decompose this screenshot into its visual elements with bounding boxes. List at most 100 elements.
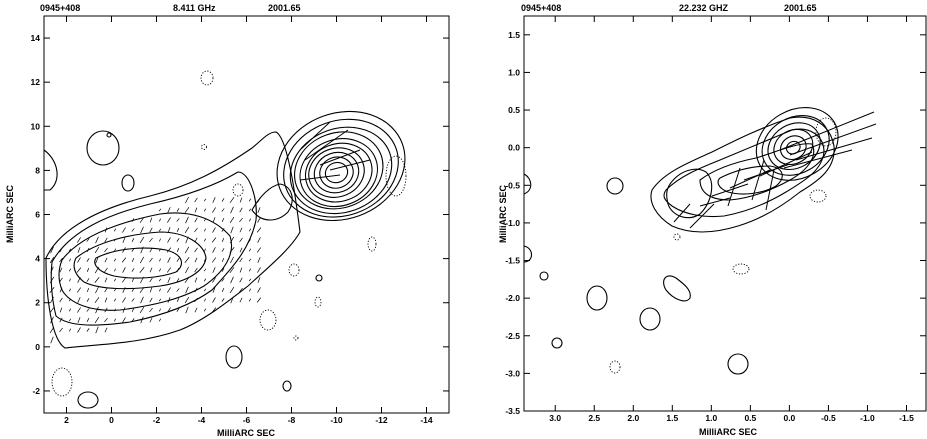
jet-bridge-contour: [251, 183, 293, 221]
polarization-vector: [203, 308, 207, 312]
jet-contour-5: [94, 247, 182, 279]
core-contour: [324, 161, 349, 184]
negative-contour: [815, 117, 837, 147]
polarization-vector: [104, 237, 108, 243]
polarization-vector: [211, 307, 217, 313]
y-tick-label: 1.5: [508, 30, 520, 40]
polarization-vector: [239, 287, 243, 293]
polarization-vector: [158, 278, 162, 282]
polarization-vector: [86, 288, 90, 292]
polarization-vector: [230, 226, 234, 234]
y-tick-label: 14: [31, 33, 41, 43]
panel-right: 0945+408 22.232 GHZ 2001.65 3.0 2.5 2.0 1.5…: [498, 3, 927, 437]
polarization-vector: [256, 297, 262, 303]
polarization-vector: [149, 247, 153, 253]
polarization-vector: [689, 203, 715, 229]
polarization-vector: [221, 208, 225, 212]
y-tick-label: 10: [31, 121, 41, 131]
polarization-vector: [239, 197, 243, 203]
polarization-vector: [194, 247, 198, 253]
polarization-vector: [59, 277, 63, 283]
polarization-vector: [203, 288, 207, 292]
y-tick-label: -2: [32, 386, 40, 396]
polarization-vector: [239, 277, 243, 283]
negative-contour: [200, 70, 214, 86]
right-polarization-vectors: [673, 111, 877, 229]
polarization-vector: [204, 208, 206, 212]
polarization-vector: [94, 316, 100, 324]
polarization-vector: [149, 237, 153, 243]
polarization-vector: [229, 247, 235, 253]
polarization-vector: [184, 206, 190, 214]
polarization-vector: [86, 248, 90, 252]
polarization-vector: [77, 237, 81, 243]
right-jet-contours: [650, 116, 835, 233]
y-tick-label: -2.0: [505, 293, 520, 303]
left-epoch-label: 2001.65: [268, 3, 301, 13]
polarization-vector: [149, 287, 153, 293]
polarization-vector: [104, 327, 108, 333]
blob-contour: [539, 271, 549, 281]
polarization-vector: [212, 277, 216, 283]
edge-contour: [523, 245, 533, 263]
polarization-vector: [159, 238, 161, 242]
polarization-vector: [319, 149, 361, 166]
left-core-contours: [276, 110, 406, 222]
polarization-vector: [149, 307, 153, 313]
polarization-vector: [212, 217, 216, 223]
negative-contour: [232, 183, 244, 197]
jet-contour-3: [699, 143, 815, 201]
polarization-vector: [149, 317, 153, 323]
polarization-vector: [77, 277, 81, 283]
polarization-vector: [158, 248, 162, 252]
polarization-vector: [176, 268, 180, 272]
polarization-vector: [131, 238, 135, 242]
jet-contour-outer: [45, 131, 301, 349]
right-isolated-contours: [523, 117, 837, 375]
polarization-vector: [159, 258, 161, 262]
polarization-vector: [95, 256, 99, 264]
polarization-vector: [139, 286, 145, 294]
polarization-vector: [203, 238, 207, 242]
polarization-vector: [194, 217, 198, 223]
polarization-vector: [131, 248, 135, 252]
y-tick-label: 0.5: [508, 105, 520, 115]
y-tick-label: 6: [35, 210, 40, 220]
polarization-vector: [329, 159, 371, 171]
core-contour: [755, 107, 839, 181]
polarization-vector: [167, 227, 171, 233]
x-tick-label: -0.5: [821, 413, 836, 423]
blob-contour: [77, 391, 99, 409]
polarization-vector: [212, 207, 216, 213]
polarization-vector: [49, 256, 55, 264]
polarization-vector: [69, 278, 71, 282]
polarization-vector: [221, 298, 225, 302]
polarization-vector: [167, 237, 171, 243]
polarization-vector: [673, 203, 691, 223]
polarization-vector: [239, 227, 243, 233]
polarization-vector: [176, 278, 180, 282]
polarization-vector: [184, 276, 190, 284]
polarization-vector: [204, 278, 206, 282]
y-tick-label: 0.0: [508, 143, 520, 153]
polarization-vector: [212, 287, 216, 293]
polarization-vector: [176, 258, 180, 262]
left-source-label: 0945+408: [40, 3, 80, 13]
polarization-vector: [77, 247, 81, 253]
left-axis-ticks: 2 0 -2 -4 -6 -8 -10 -12 -14 -2 0 2 4 6 8 10 12 14: [31, 16, 449, 425]
blob-contour: [315, 274, 323, 282]
y-tick-label: 4: [35, 254, 40, 264]
polarization-vector: [139, 256, 145, 264]
polarization-vector: [77, 317, 81, 323]
y-tick-label: -1.0: [505, 218, 520, 228]
jet-lobe-contour: [666, 168, 713, 219]
polarization-vector: [257, 237, 261, 243]
polarization-vector: [140, 296, 144, 304]
negative-contour: [809, 189, 827, 203]
y-tick-label: -2.5: [505, 331, 520, 341]
polarization-vector: [167, 307, 171, 313]
polarization-vector: [184, 296, 190, 304]
polarization-vector: [257, 277, 261, 283]
polarization-vector: [194, 197, 198, 203]
right-epoch-label: 2001.65: [784, 3, 817, 13]
